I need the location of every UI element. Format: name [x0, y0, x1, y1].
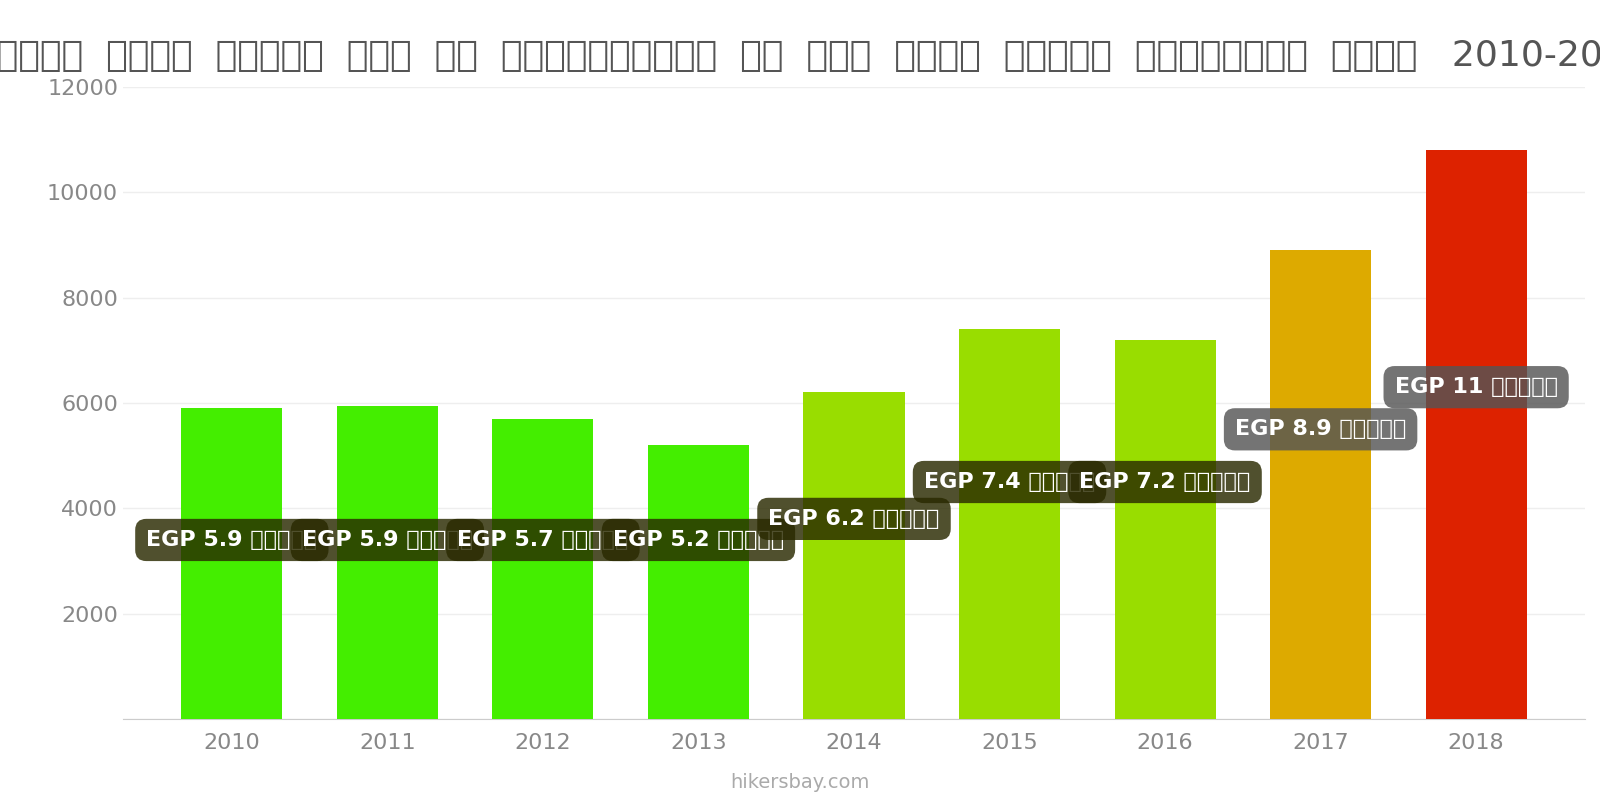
Bar — [1115, 340, 1216, 719]
Text: EGP 11 हज़ार: EGP 11 हज़ार — [1395, 377, 1558, 397]
Text: EGP 5.9 हज़ार: EGP 5.9 हज़ार — [302, 530, 474, 550]
Bar — [958, 330, 1061, 719]
Title: मिस्र  सिटी  सेंटर  में  एक  अपार्टमेंट  के  लिए  कीमत  प्रति  स्क्वायर  मीटर   : मिस्र सिटी सेंटर में एक अपार्टमेंट के लि… — [0, 39, 1600, 73]
Text: EGP 5.9 हज़ार: EGP 5.9 हज़ार — [146, 530, 317, 550]
Bar — [648, 445, 749, 719]
Bar — [803, 393, 904, 719]
Text: hikersbay.com: hikersbay.com — [730, 773, 870, 792]
Bar — [1426, 150, 1526, 719]
Text: EGP 7.2 हज़ार: EGP 7.2 हज़ार — [1080, 472, 1251, 492]
Bar — [181, 408, 283, 719]
Text: EGP 5.2 हज़ार: EGP 5.2 हज़ार — [613, 530, 784, 550]
Text: EGP 5.7 हज़ार: EGP 5.7 हज़ार — [458, 530, 629, 550]
Text: EGP 8.9 हज़ार: EGP 8.9 हज़ार — [1235, 419, 1406, 439]
Bar — [1270, 250, 1371, 719]
Bar — [338, 406, 438, 719]
Text: EGP 6.2 हज़ार: EGP 6.2 हज़ार — [768, 509, 939, 529]
Text: EGP 7.4 हज़ार: EGP 7.4 हज़ार — [923, 472, 1094, 492]
Bar — [493, 418, 594, 719]
